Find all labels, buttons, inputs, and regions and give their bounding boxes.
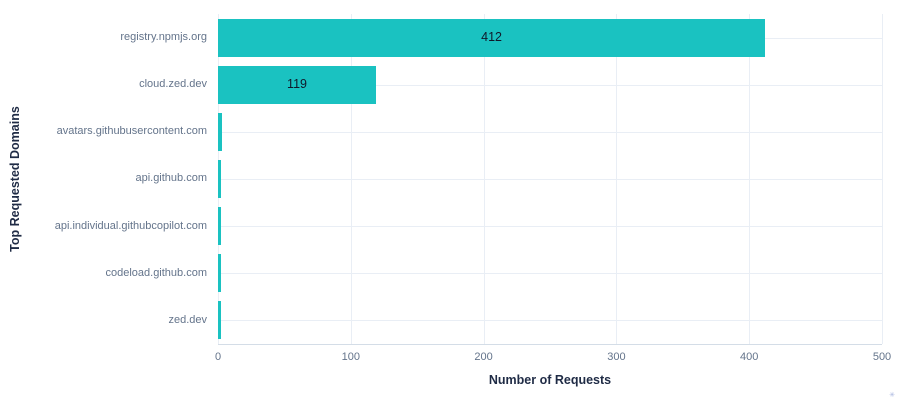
category-label: cloud.zed.dev [139,78,207,91]
corner-artifact-mark: ✳ [889,392,895,399]
bar [218,65,377,104]
x-tick-label: 400 [740,351,759,363]
x-tick-label: 500 [872,351,892,363]
category-label: avatars.githubusercontent.com [56,125,207,138]
category-gridline [218,179,882,180]
category-label: api.individual.githubcopilot.com [54,219,207,232]
category-gridline [218,84,882,86]
bar [218,254,221,293]
bar-value-label: 412 [481,30,502,44]
x-tick-label: 0 [214,351,222,363]
category-gridline [218,320,882,322]
x-axis-ticks: 0 100 200 300 400 500 [214,351,891,365]
x-tick-label: 200 [474,351,493,363]
x-gridline [882,14,883,344]
category-axis: registry.npmjs.org cloud.zed.dev avatars.g… [0,14,207,344]
bar [218,207,221,246]
bar [218,112,222,151]
category-label: api.github.com [135,172,207,185]
bar [218,18,766,57]
category-label: registry.npmjs.org [120,31,207,43]
category-gridline [218,131,882,133]
x-tick-label: 300 [607,351,626,363]
x-axis-title: Number of Requests [488,373,612,387]
x-tick-label: 100 [341,351,360,363]
category-gridline [218,273,882,275]
bar [218,160,221,198]
bar [218,301,221,340]
category-label: zed.dev [168,313,207,326]
bar-value-label: 119 [287,77,307,92]
category-label: codeload.github.com [105,266,207,279]
plot-area: 412 119 [218,14,883,345]
category-gridline [218,226,882,228]
